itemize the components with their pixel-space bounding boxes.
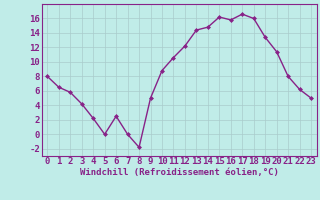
X-axis label: Windchill (Refroidissement éolien,°C): Windchill (Refroidissement éolien,°C): [80, 168, 279, 177]
